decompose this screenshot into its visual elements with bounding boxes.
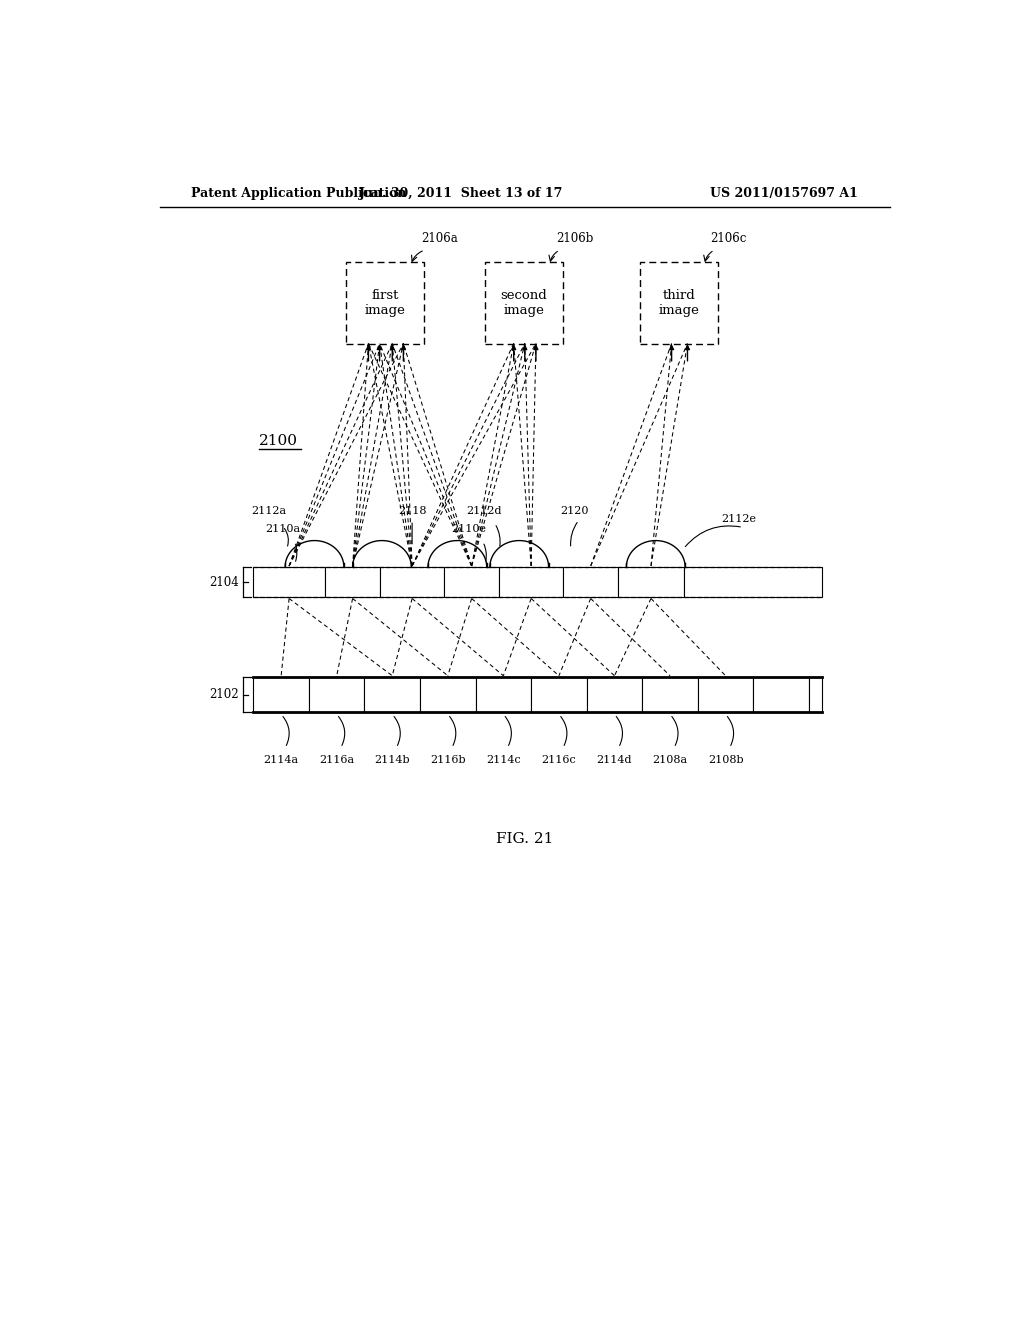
Text: Patent Application Publication: Patent Application Publication (191, 187, 407, 201)
Text: first
image: first image (365, 289, 406, 317)
Text: US 2011/0157697 A1: US 2011/0157697 A1 (711, 187, 858, 201)
Text: 2112a: 2112a (252, 506, 287, 516)
Bar (443, 568, 500, 598)
Text: FIG. 21: FIG. 21 (496, 833, 554, 846)
Bar (587, 677, 642, 713)
Text: 2120: 2120 (560, 506, 588, 516)
Text: 2106c: 2106c (711, 232, 746, 244)
Bar (809, 677, 822, 713)
Bar (684, 568, 822, 598)
Text: 2118: 2118 (398, 506, 426, 516)
FancyBboxPatch shape (346, 263, 424, 345)
Bar (475, 677, 531, 713)
Text: 2114a: 2114a (263, 755, 299, 766)
Text: 2112d: 2112d (466, 506, 502, 516)
Text: 2100: 2100 (259, 434, 298, 447)
Text: 2114d: 2114d (597, 755, 632, 766)
Text: 2106a: 2106a (421, 232, 458, 244)
Text: 2116c: 2116c (542, 755, 577, 766)
Bar (253, 677, 309, 713)
Bar (309, 677, 365, 713)
Text: 2112e: 2112e (722, 515, 757, 524)
Text: 2108b: 2108b (708, 755, 743, 766)
Bar (618, 568, 684, 598)
Bar (253, 568, 325, 598)
Text: 2110a: 2110a (265, 524, 300, 535)
Text: 2106b: 2106b (556, 232, 593, 244)
Bar (642, 677, 697, 713)
Bar (420, 677, 475, 713)
Text: 2110e: 2110e (452, 524, 486, 535)
Text: 2114c: 2114c (486, 755, 521, 766)
Bar (380, 568, 443, 598)
Text: 2104: 2104 (209, 576, 239, 589)
Text: third
image: third image (658, 289, 699, 317)
Text: 2114b: 2114b (375, 755, 410, 766)
Text: Jun. 30, 2011  Sheet 13 of 17: Jun. 30, 2011 Sheet 13 of 17 (359, 187, 563, 201)
Bar (531, 677, 587, 713)
Bar (365, 677, 420, 713)
FancyBboxPatch shape (485, 263, 563, 345)
Text: 2116b: 2116b (430, 755, 466, 766)
Bar (563, 568, 618, 598)
FancyBboxPatch shape (640, 263, 718, 345)
Text: second
image: second image (501, 289, 548, 317)
Text: 2102: 2102 (210, 688, 239, 701)
Text: 2116a: 2116a (319, 755, 354, 766)
Bar (697, 677, 754, 713)
Bar (754, 677, 809, 713)
Bar (325, 568, 380, 598)
Bar (500, 568, 563, 598)
Text: 2108a: 2108a (652, 755, 687, 766)
